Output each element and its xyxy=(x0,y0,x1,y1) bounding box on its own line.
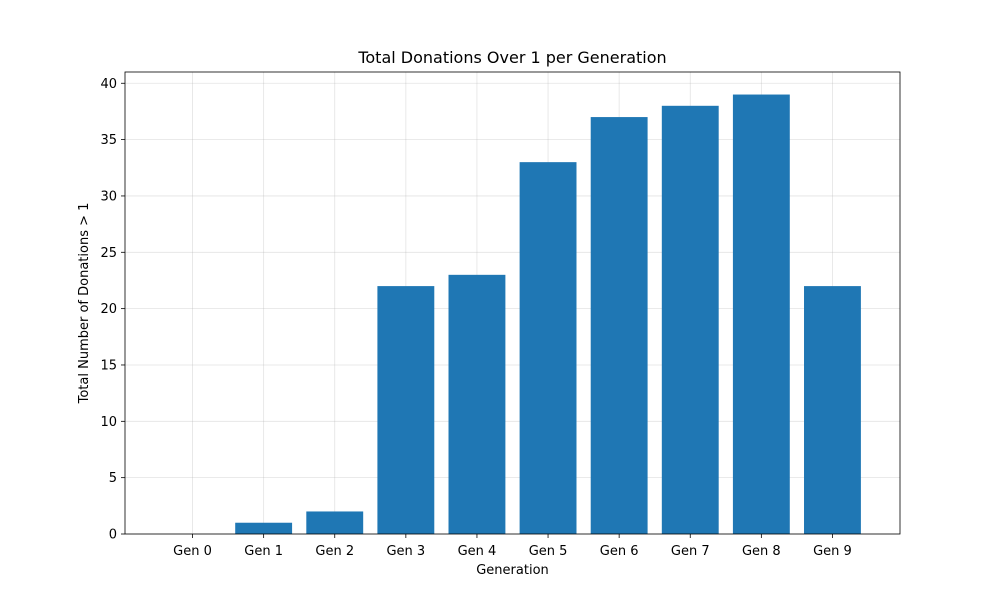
x-axis-ticks: Gen 0 Gen 1 Gen 2 Gen 3 Gen 4 Gen 5 Gen 6 Gen 7… xyxy=(173,534,852,559)
chart-title: Total Donations Over 1 per Generation xyxy=(357,48,666,67)
y-tick-label: 35 xyxy=(100,133,117,148)
y-tick-label: 15 xyxy=(100,358,117,373)
y-tick-label: 25 xyxy=(100,246,117,261)
x-tick-label: Gen 3 xyxy=(386,544,425,559)
bar xyxy=(661,105,719,535)
x-tick-label: Gen 4 xyxy=(458,544,497,559)
bar xyxy=(235,522,293,534)
y-axis-label: Total Number of Donations > 1 xyxy=(77,203,92,405)
x-tick-label: Gen 1 xyxy=(244,544,283,559)
bar xyxy=(804,286,861,534)
bar xyxy=(590,117,648,534)
bar xyxy=(306,511,364,534)
bars xyxy=(235,94,861,535)
x-tick-label: Gen 0 xyxy=(173,544,212,559)
x-tick-label: Gen 7 xyxy=(671,544,710,559)
y-tick-label: 40 xyxy=(100,77,117,92)
plot-frame xyxy=(124,71,901,535)
x-tick-label: Gen 6 xyxy=(600,544,639,559)
bar xyxy=(377,286,435,534)
y-tick-label: 5 xyxy=(109,471,117,486)
y-tick-label: 30 xyxy=(100,189,117,204)
y-tick-label: 10 xyxy=(100,415,117,430)
x-tick-label: Gen 8 xyxy=(742,544,781,559)
x-axis-label: Generation xyxy=(476,563,549,578)
x-tick-label: Gen 2 xyxy=(315,544,354,559)
y-axis-ticks: 0 5 10 15 20 25 30 35 40 xyxy=(100,77,125,543)
x-tick-label: Gen 9 xyxy=(813,544,852,559)
bar xyxy=(448,274,506,534)
bar xyxy=(519,162,577,534)
x-tick-label: Gen 5 xyxy=(529,544,568,559)
bar xyxy=(732,94,790,534)
y-tick-label: 0 xyxy=(109,528,117,543)
y-tick-label: 20 xyxy=(100,302,117,317)
